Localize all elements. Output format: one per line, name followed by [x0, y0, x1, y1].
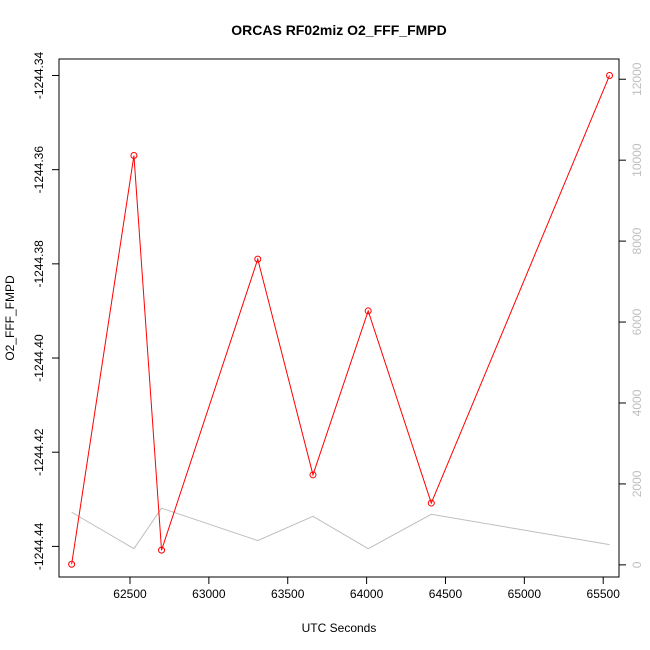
data-point [606, 71, 614, 79]
y-tick-label: -1244.40 [32, 334, 46, 382]
y-tick-label: -1244.44 [32, 522, 46, 570]
y-axis-left: -1244.44 -1244.42 -1244.40 -1244.38 -1244.36… [32, 51, 59, 570]
data-point [130, 152, 138, 160]
y-axis-right: 0 2000 4000 6000 8000 10000 12000 [619, 62, 644, 568]
data-point [158, 546, 166, 554]
data-point [254, 255, 262, 263]
x-tick-label: 65000 [508, 587, 542, 601]
x-axis: 62500 63000 63500 64000 64500 65000 65500 [113, 577, 620, 601]
y2-tick-label: 12000 [630, 62, 644, 96]
y-axis-label: O2_FFF_FMPD [3, 275, 17, 361]
x-tick-label: 64500 [429, 587, 463, 601]
y-tick-label: -1244.36 [32, 146, 46, 194]
y2-tick-label: 0 [630, 561, 644, 568]
y-tick-label: -1244.42 [32, 428, 46, 476]
data-point [364, 307, 372, 315]
x-tick-label: 62500 [113, 587, 147, 601]
y2-tick-label: 8000 [630, 227, 644, 254]
data-point [427, 499, 435, 507]
series-layer [68, 71, 614, 568]
x-tick-label: 65500 [587, 587, 621, 601]
y2-tick-label: 4000 [630, 389, 644, 416]
x-axis-label: UTC Seconds [302, 621, 377, 635]
series-line-right [71, 507, 610, 550]
series-line-left [71, 75, 611, 565]
y2-tick-label: 10000 [630, 143, 644, 177]
y2-tick-label: 2000 [630, 470, 644, 497]
chart-title: ORCAS RF02miz O2_FFF_FMPD [231, 22, 446, 38]
x-tick-label: 63500 [271, 587, 305, 601]
data-point [309, 471, 317, 479]
y-tick-label: -1244.38 [32, 240, 46, 288]
x-tick-label: 64000 [350, 587, 384, 601]
y2-tick-label: 6000 [630, 308, 644, 335]
plot-frame [58, 58, 620, 578]
x-tick-label: 63000 [192, 587, 226, 601]
data-point [68, 560, 76, 568]
y-tick-label: -1244.34 [32, 51, 46, 99]
